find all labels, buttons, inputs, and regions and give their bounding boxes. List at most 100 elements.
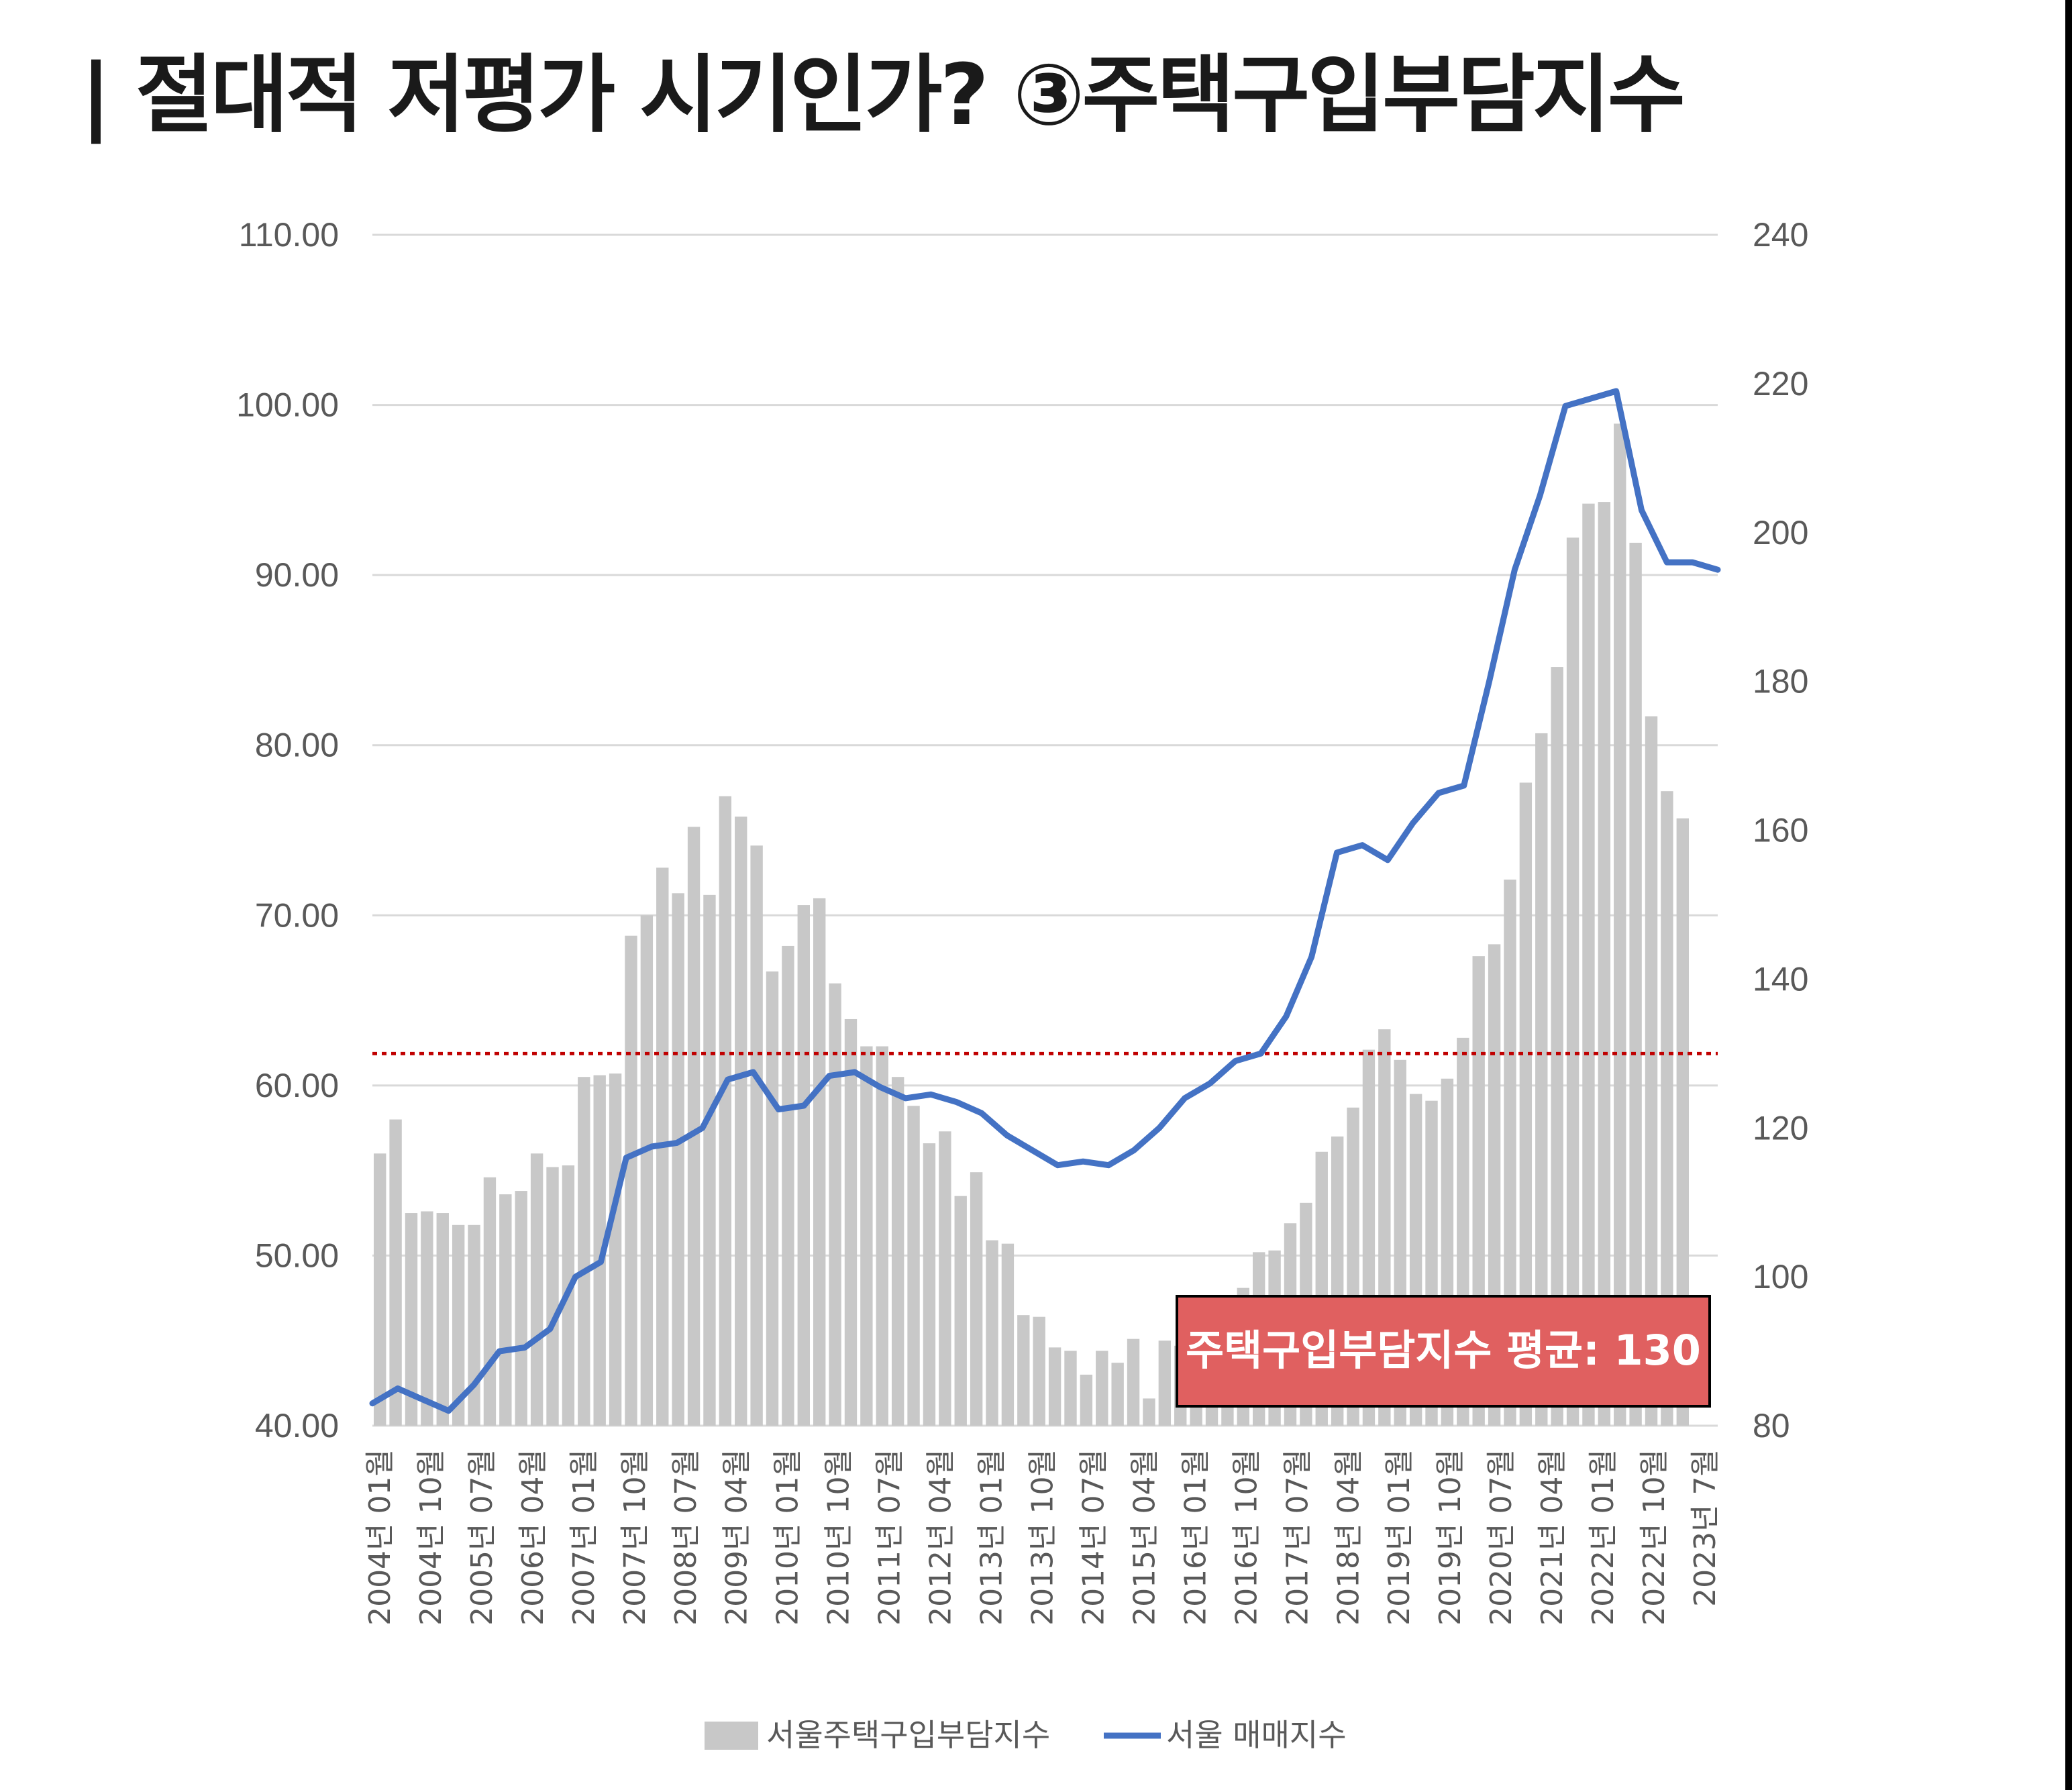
bar [1629,542,1642,1426]
bar [1645,716,1658,1426]
bar [891,1077,904,1426]
bar [672,893,684,1426]
bar [735,817,747,1426]
bar [1064,1351,1077,1426]
right-axis-tick: 160 [1753,812,1808,849]
bar [1001,1243,1015,1426]
right-axis-tick: 120 [1753,1109,1808,1147]
right-axis-tick: 180 [1753,663,1808,700]
x-axis-tick: 2004년 01월 [363,1449,397,1626]
bar-series [374,423,1689,1426]
right-axis-tick: 200 [1753,514,1808,551]
bar [1566,537,1579,1426]
bar [468,1224,480,1426]
x-axis-ticks: 2004년 01월 2004년 10월 2005년 07월 2006년 04월 2007… [363,1449,1722,1626]
bar [1535,733,1548,1426]
bar [750,845,763,1426]
bar [782,945,794,1426]
x-axis-tick: 2013년 01월 [975,1449,1009,1626]
x-axis-tick: 2008년 07월 [669,1449,703,1626]
bar [625,935,637,1426]
x-axis-tick: 2014년 07월 [1076,1449,1110,1626]
callout-rect [1176,1295,1711,1408]
bar [546,1167,559,1426]
x-axis-tick: 2011년 07월 [873,1449,907,1626]
bar [1551,667,1563,1426]
callout-text: 주택구입부담지수 평균: 130 [1186,1326,1701,1375]
x-axis-tick: 2004년 10월 [414,1449,448,1626]
x-axis-tick: 2005년 07월 [465,1449,499,1626]
bar [1033,1316,1045,1426]
x-axis-tick: 2019년 10월 [1433,1449,1467,1626]
legend-bar-swatch [705,1722,758,1750]
callout-box: 주택구입부담지수 평균: 130 [1176,1295,1711,1408]
x-axis-tick: 2019년 01월 [1382,1449,1416,1626]
right-axis-tick: 100 [1753,1258,1808,1296]
left-axis-tick: 50.00 [255,1236,339,1274]
x-axis-tick: 2010년 01월 [771,1449,805,1626]
legend: 서울주택구입부담지수 서울 매매지수 [705,1717,1347,1753]
bar [483,1177,497,1426]
bar [1143,1398,1155,1426]
left-axis-tick: 100.00 [236,386,339,424]
x-axis-tick: 2016년 01월 [1178,1449,1212,1626]
left-axis-tick: 110.00 [239,216,339,254]
bar [1614,423,1626,1426]
bar [954,1196,967,1426]
x-axis-tick: 2010년 10월 [822,1449,856,1626]
bar [1676,818,1689,1426]
bar [876,1046,888,1426]
x-axis-tick: 2023년 7월 [1688,1449,1722,1607]
bar [1598,502,1611,1426]
bar [797,905,810,1426]
bar [421,1211,433,1426]
x-axis-tick: 2018년 04월 [1331,1449,1365,1626]
x-axis-tick: 2020년 07월 [1484,1449,1518,1626]
x-axis-tick: 2007년 10월 [618,1449,652,1626]
bar [766,971,779,1426]
bar [593,1075,606,1426]
bar [1127,1338,1140,1426]
bar [1504,880,1516,1426]
bar [939,1131,951,1426]
bar [374,1153,386,1426]
x-axis-tick: 2017년 07월 [1280,1449,1314,1626]
left-axis-tick: 60.00 [255,1067,339,1104]
right-axis-tick: 80 [1753,1407,1790,1444]
x-axis-tick: 2021년 04월 [1535,1449,1569,1626]
line-series [369,388,1721,1414]
bar [1111,1363,1124,1426]
x-axis-tick: 2016년 10월 [1229,1449,1263,1626]
right-axis-tick: 220 [1753,365,1808,403]
bar [1661,791,1673,1426]
bar [389,1119,402,1426]
bar [813,898,826,1426]
bar [436,1213,449,1426]
left-axis-tick: 80.00 [255,727,339,764]
bar [986,1240,998,1426]
frame-edge [2065,0,2072,1790]
bar [499,1194,512,1426]
legend-bar-label: 서울주택구입부담지수 [766,1717,1050,1753]
x-axis-tick: 2013년 10월 [1026,1449,1060,1626]
bar [515,1191,527,1426]
page-title: | 절대적 저평가 시기인가? ③주택구입부담지수 [81,46,1686,144]
bar [609,1073,622,1426]
bar [844,1018,858,1426]
bar [640,915,654,1426]
line-path [369,388,1721,1414]
x-axis-tick: 2009년 04월 [720,1449,754,1626]
bar [703,894,716,1426]
bar [1519,782,1533,1426]
bar [1096,1351,1108,1426]
right-axis-ticks: 240 220 200 180 160 140 120 100 80 [1753,216,1808,1444]
left-axis-tick: 40.00 [255,1407,339,1444]
left-axis-tick: 90.00 [255,556,339,594]
bar [719,796,732,1426]
bar [405,1213,418,1426]
x-axis-tick: 2015년 04월 [1127,1449,1161,1626]
bar [1048,1347,1061,1426]
bar [1080,1374,1093,1426]
x-axis-tick: 2007년 01월 [567,1449,601,1626]
